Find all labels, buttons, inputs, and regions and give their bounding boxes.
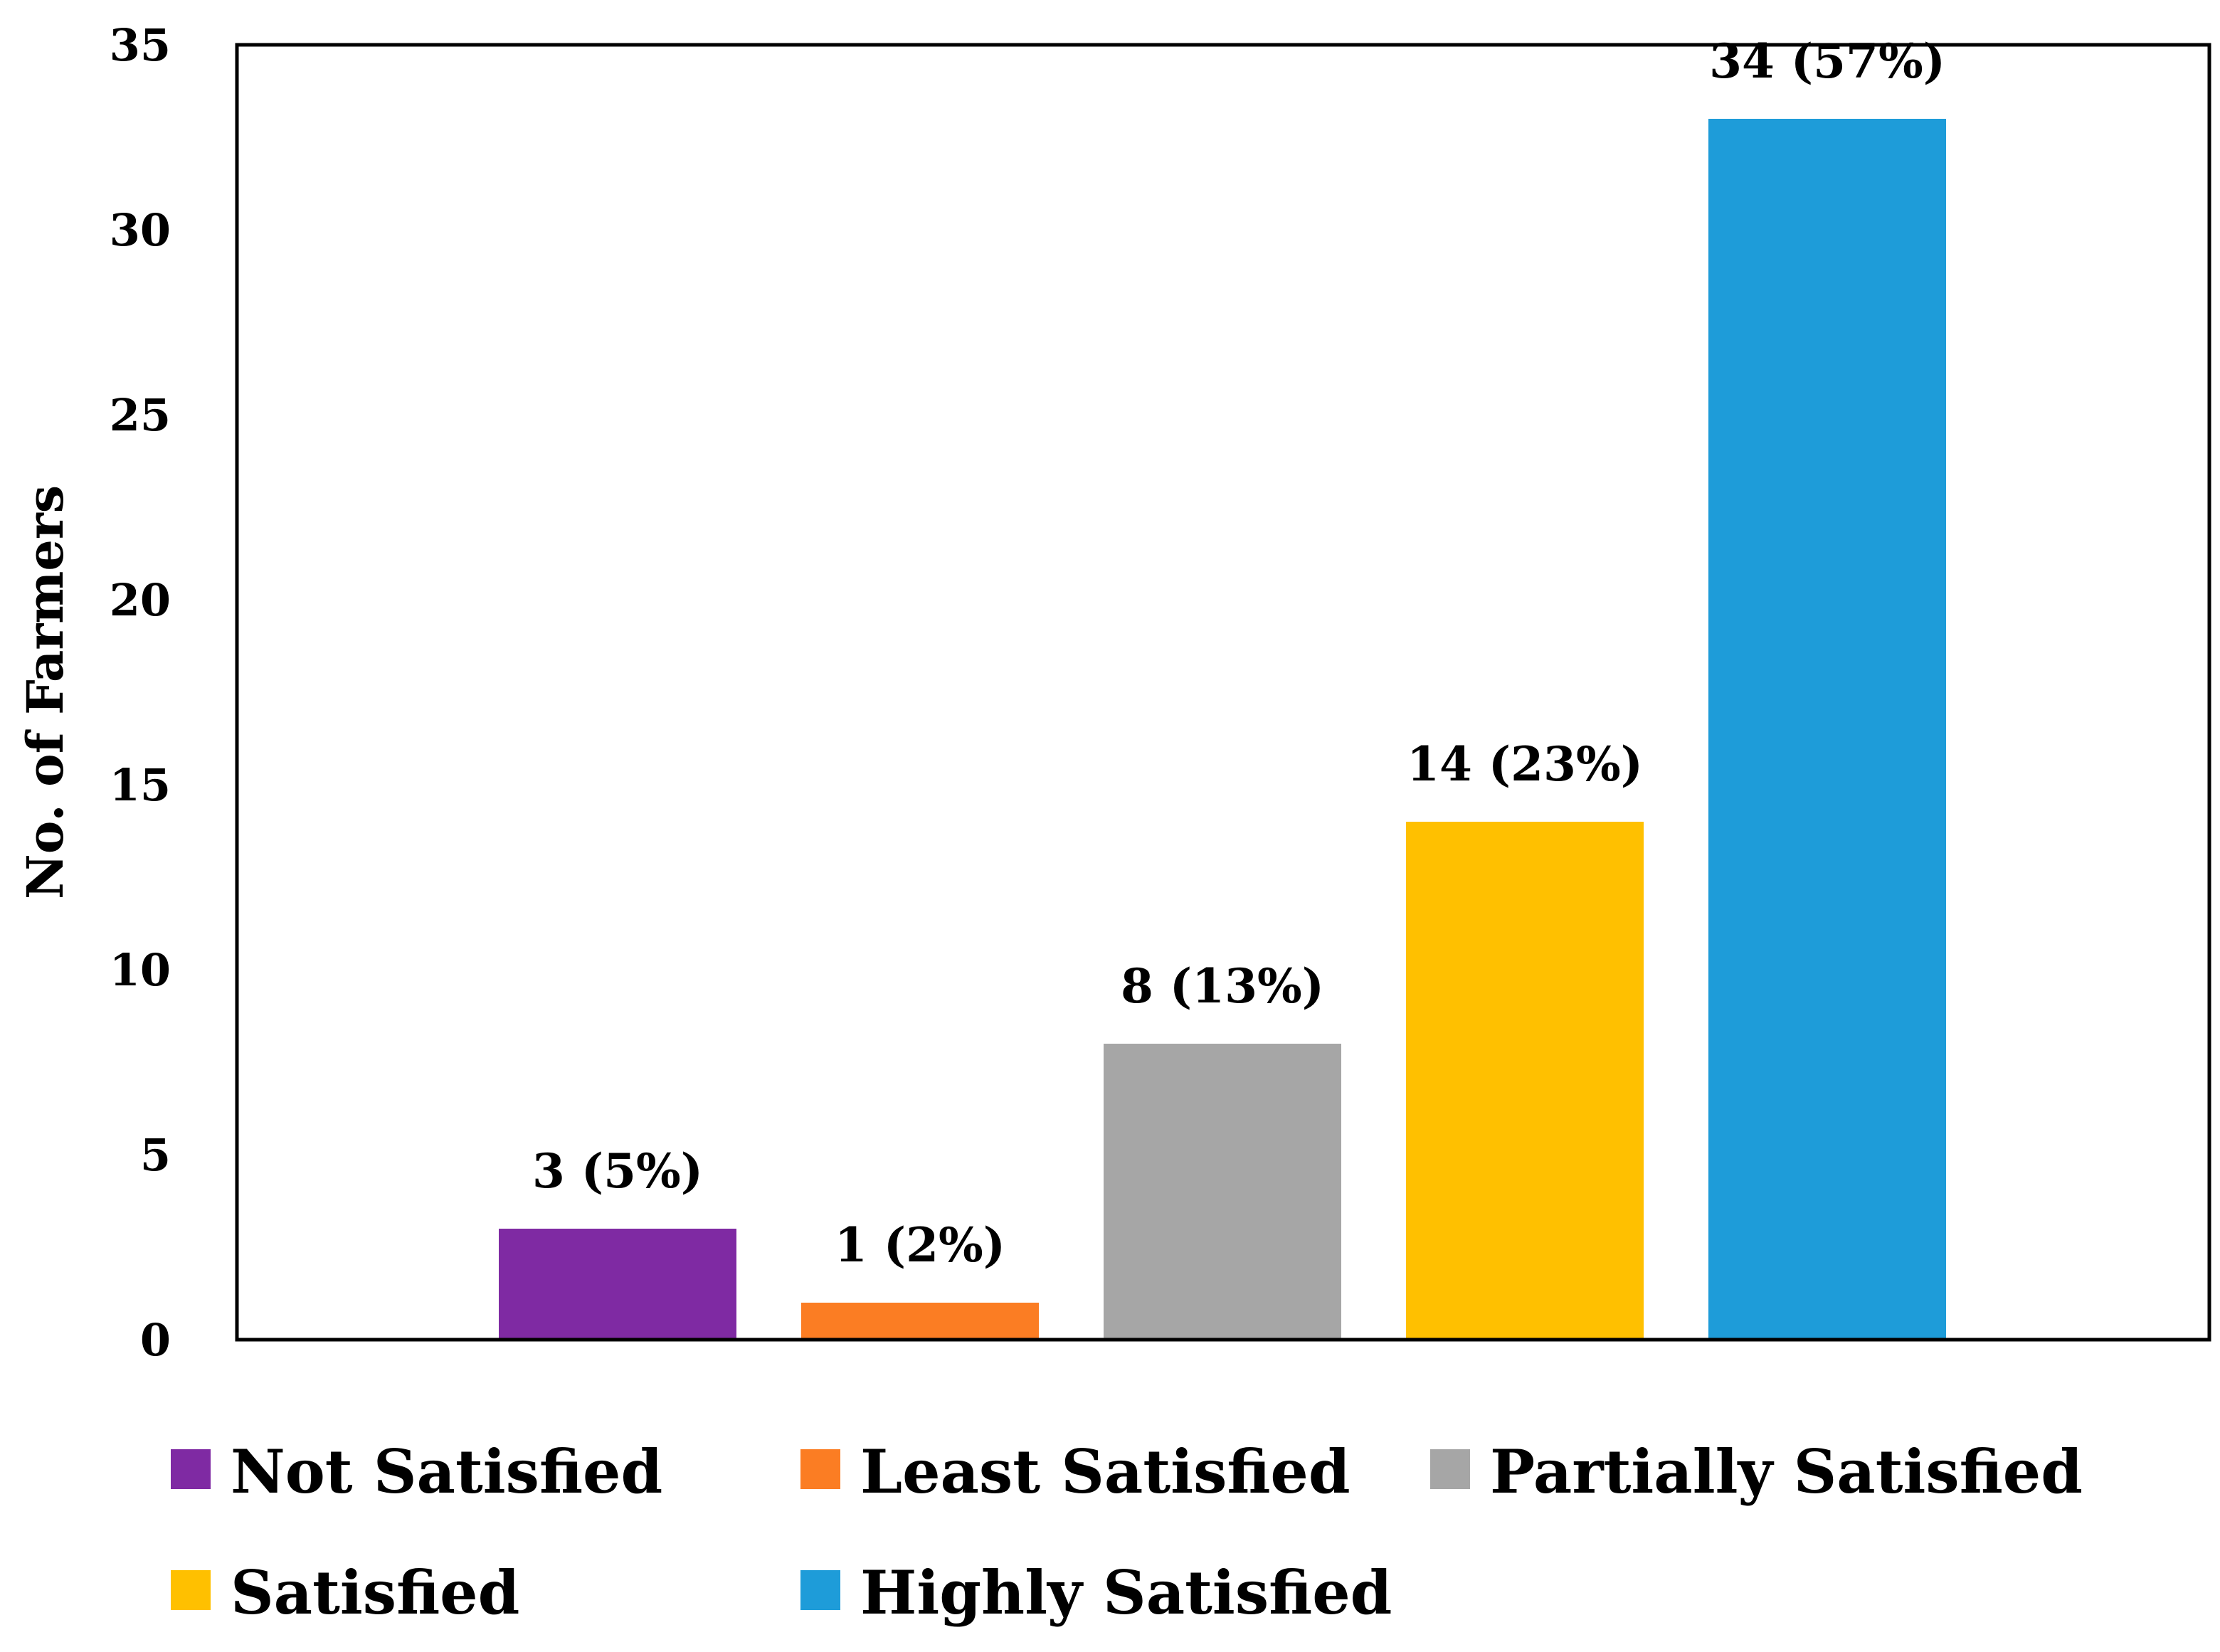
- legend-swatch: [1430, 1449, 1470, 1489]
- y-tick-label: 15: [110, 759, 171, 811]
- bars: [499, 119, 1946, 1340]
- y-tick-label: 20: [110, 574, 171, 626]
- legend-swatch: [800, 1570, 840, 1610]
- y-tick-label: 35: [110, 19, 171, 71]
- data-label: 8 (13%): [1121, 958, 1324, 1014]
- data-labels: 3 (5%) 1 (2%) 8 (13%) 14 (23%) 34 (57%): [532, 33, 1945, 1273]
- bar-least-satisfied: [801, 1303, 1039, 1340]
- legend-label: Partially Satisfied: [1490, 1436, 2083, 1507]
- y-tick-label: 5: [140, 1129, 171, 1181]
- legend: Not Satisfied Least Satisfied Partially Sa…: [171, 1436, 2083, 1628]
- legend-swatch: [171, 1449, 211, 1489]
- bar-partially-satisfied: [1104, 1044, 1341, 1340]
- data-label: 3 (5%): [532, 1143, 703, 1199]
- bar-satisfied: [1406, 822, 1644, 1340]
- data-label: 14 (23%): [1407, 736, 1643, 792]
- legend-label: Highly Satisfied: [860, 1557, 1392, 1628]
- legend-label: Satisfied: [231, 1557, 519, 1628]
- data-label: 1 (2%): [835, 1217, 1005, 1273]
- y-axis-ticks: 0 5 10 15 20 25 30 35: [110, 19, 171, 1366]
- legend-swatch: [171, 1570, 211, 1610]
- legend-label: Least Satisfied: [860, 1436, 1350, 1507]
- y-tick-label: 30: [110, 204, 171, 256]
- legend-label: Not Satisfied: [231, 1436, 662, 1507]
- y-tick-label: 0: [140, 1314, 171, 1366]
- plot-area-frame: [235, 43, 2211, 1342]
- y-tick-label: 25: [110, 389, 171, 441]
- bar-highly-satisfied: [1708, 119, 1946, 1340]
- y-axis-label: No. of Farmers: [16, 485, 75, 899]
- bar-not-satisfied: [499, 1229, 736, 1340]
- data-label: 34 (57%): [1709, 33, 1945, 89]
- legend-swatch: [800, 1449, 840, 1489]
- y-tick-label: 10: [110, 944, 171, 996]
